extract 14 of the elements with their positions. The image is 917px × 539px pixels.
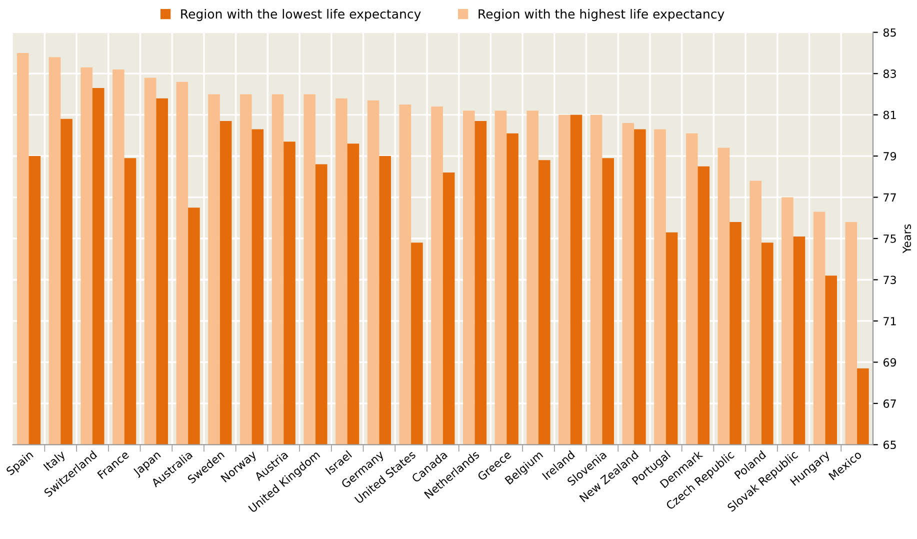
y-tick-label: 79 <box>884 152 896 160</box>
y-tick-label: 83 <box>883 70 896 78</box>
y-tick-label: 71 <box>884 317 896 326</box>
y-tick-label: 69 <box>883 358 896 367</box>
y-axis-title: Years <box>902 224 911 254</box>
legend-label: Region with the lowest life expectancy <box>181 8 421 22</box>
y-tick-label: 85 <box>883 28 896 37</box>
y-tick-label: 81 <box>883 110 896 120</box>
y-tick-label: 75 <box>884 234 896 243</box>
legend-label: Region with the highest life expectancy <box>478 8 724 22</box>
y-tick-label: 67 <box>883 399 896 408</box>
y-tick-label: 73 <box>884 276 896 284</box>
y-tick-label: 77 <box>884 193 896 202</box>
y-tick-label: 65 <box>883 440 896 450</box>
